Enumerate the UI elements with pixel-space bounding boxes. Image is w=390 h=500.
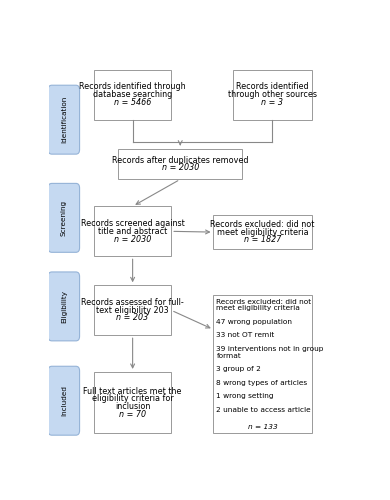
- Text: Screening: Screening: [61, 200, 67, 236]
- Text: through other sources: through other sources: [228, 90, 317, 99]
- Text: Records assessed for full-: Records assessed for full-: [81, 298, 184, 307]
- Text: Records identified through: Records identified through: [79, 82, 186, 92]
- FancyBboxPatch shape: [48, 366, 80, 435]
- Text: title and abstract: title and abstract: [98, 227, 167, 236]
- FancyBboxPatch shape: [213, 295, 312, 434]
- Text: Eligibility: Eligibility: [61, 290, 67, 323]
- Text: Records after duplicates removed: Records after duplicates removed: [112, 156, 248, 164]
- Text: 8 wrong types of articles: 8 wrong types of articles: [216, 380, 308, 386]
- FancyBboxPatch shape: [48, 272, 80, 341]
- Text: meet eligibility criteria: meet eligibility criteria: [217, 228, 308, 236]
- FancyBboxPatch shape: [48, 85, 80, 154]
- Text: n = 70: n = 70: [119, 410, 146, 418]
- FancyBboxPatch shape: [94, 70, 171, 119]
- Text: 2 unable to access article: 2 unable to access article: [216, 406, 311, 412]
- Text: n = 2030: n = 2030: [161, 164, 199, 172]
- Text: n = 5466: n = 5466: [114, 98, 151, 107]
- FancyBboxPatch shape: [118, 148, 242, 180]
- Text: Records excluded: did not: Records excluded: did not: [210, 220, 315, 229]
- Text: 47 wrong population: 47 wrong population: [216, 319, 292, 325]
- Text: Records excluded: did not: Records excluded: did not: [216, 298, 312, 304]
- Text: format: format: [216, 352, 241, 358]
- Text: n = 2030: n = 2030: [114, 234, 151, 244]
- Text: n = 133: n = 133: [248, 424, 277, 430]
- FancyBboxPatch shape: [94, 206, 171, 256]
- Text: 39 interventions not in group: 39 interventions not in group: [216, 346, 324, 352]
- Text: inclusion: inclusion: [115, 402, 150, 411]
- FancyBboxPatch shape: [94, 285, 171, 336]
- Text: Included: Included: [61, 385, 67, 416]
- Text: 33 not OT remit: 33 not OT remit: [216, 332, 275, 338]
- Text: Full text articles met the: Full text articles met the: [83, 386, 182, 396]
- Text: eligibility criteria for: eligibility criteria for: [92, 394, 174, 404]
- Text: Records identified: Records identified: [236, 82, 309, 92]
- FancyBboxPatch shape: [233, 70, 312, 119]
- FancyBboxPatch shape: [213, 215, 312, 250]
- Text: 1 wrong setting: 1 wrong setting: [216, 393, 274, 399]
- Text: meet eligibility criteria: meet eligibility criteria: [216, 306, 300, 312]
- Text: n = 203: n = 203: [117, 314, 149, 322]
- Text: Records screened against: Records screened against: [81, 219, 184, 228]
- Text: text eligibility 203: text eligibility 203: [96, 306, 169, 315]
- Text: 3 group of 2: 3 group of 2: [216, 366, 261, 372]
- Text: n = 3: n = 3: [261, 98, 284, 107]
- FancyBboxPatch shape: [94, 372, 171, 434]
- Text: database searching: database searching: [93, 90, 172, 99]
- FancyBboxPatch shape: [48, 184, 80, 252]
- Text: Identification: Identification: [61, 96, 67, 144]
- Text: n = 1827: n = 1827: [244, 236, 281, 244]
